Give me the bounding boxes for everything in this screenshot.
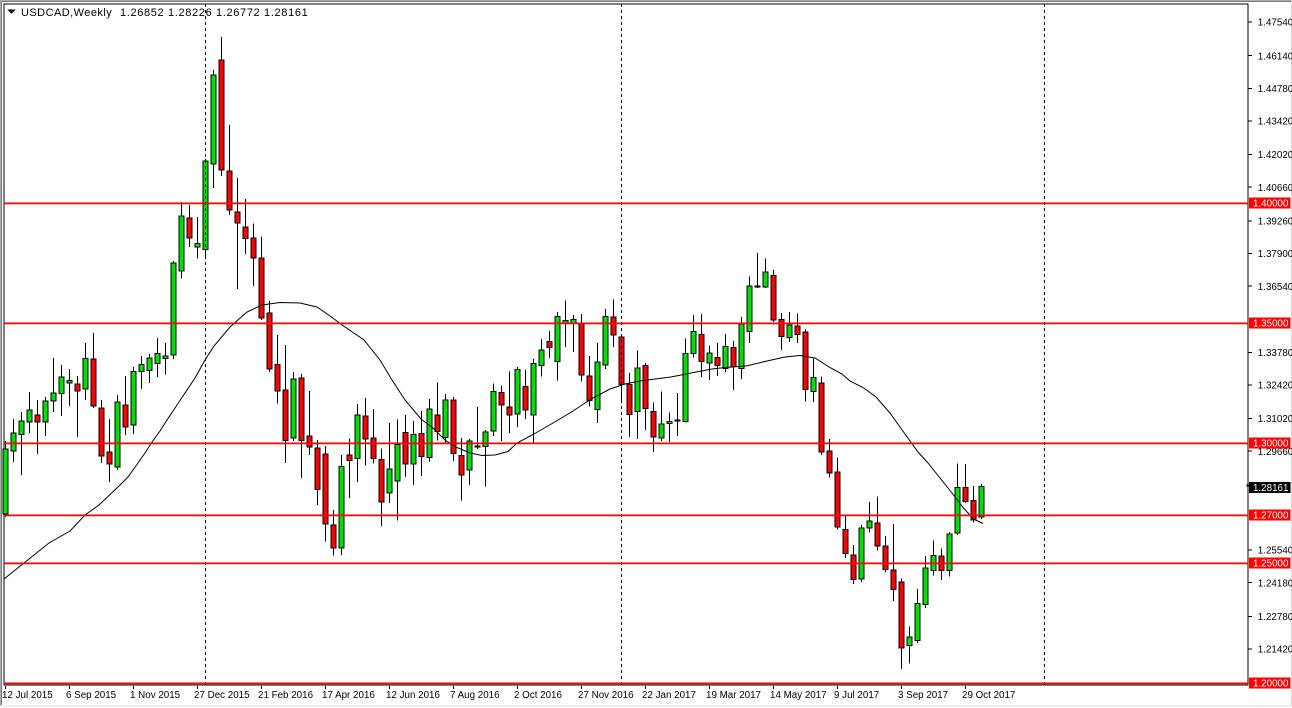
svg-text:27 Nov 2016: 27 Nov 2016 [578, 690, 634, 701]
svg-text:1.36540: 1.36540 [1258, 282, 1292, 293]
svg-text:1.40000: 1.40000 [1253, 199, 1289, 210]
svg-text:1.39260: 1.39260 [1258, 217, 1292, 228]
svg-text:1.21420: 1.21420 [1258, 645, 1292, 656]
svg-text:1.44780: 1.44780 [1258, 84, 1292, 95]
svg-text:1.28161: 1.28161 [1253, 483, 1288, 494]
svg-text:1.42020: 1.42020 [1258, 150, 1292, 161]
svg-text:17 Apr 2016: 17 Apr 2016 [322, 690, 375, 701]
svg-text:1.43420: 1.43420 [1258, 117, 1292, 128]
svg-text:1.33780: 1.33780 [1258, 348, 1292, 359]
svg-text:1.20000: 1.20000 [1253, 679, 1289, 690]
svg-text:USDCAD,Weekly: USDCAD,Weekly [21, 7, 112, 19]
svg-text:14 May 2017: 14 May 2017 [770, 690, 827, 701]
svg-text:1 Nov 2015: 1 Nov 2015 [130, 690, 181, 701]
svg-text:1.25540: 1.25540 [1258, 546, 1292, 557]
svg-text:1.22780: 1.22780 [1258, 612, 1292, 623]
svg-text:1.29660: 1.29660 [1258, 447, 1292, 458]
svg-text:2 Oct 2016: 2 Oct 2016 [514, 690, 562, 701]
svg-text:1.35000: 1.35000 [1253, 319, 1289, 330]
svg-text:1.27000: 1.27000 [1253, 511, 1289, 522]
svg-text:6 Sep 2015: 6 Sep 2015 [66, 690, 117, 701]
svg-text:1.30000: 1.30000 [1253, 439, 1289, 450]
svg-text:1.31020: 1.31020 [1258, 414, 1292, 425]
svg-text:1.47540: 1.47540 [1258, 18, 1292, 29]
svg-text:27 Dec 2015: 27 Dec 2015 [194, 690, 250, 701]
svg-text:1.40660: 1.40660 [1258, 183, 1292, 194]
svg-text:1.24180: 1.24180 [1258, 578, 1292, 589]
svg-text:22 Jan 2017: 22 Jan 2017 [642, 690, 696, 701]
svg-text:1.46140: 1.46140 [1258, 51, 1292, 62]
svg-text:12 Jul 2015: 12 Jul 2015 [2, 690, 53, 701]
svg-text:3 Sep 2017: 3 Sep 2017 [898, 690, 948, 701]
svg-text:9 Jul 2017: 9 Jul 2017 [834, 690, 879, 701]
svg-text:1.32420: 1.32420 [1258, 381, 1292, 392]
svg-text:1.37900: 1.37900 [1258, 249, 1292, 260]
svg-text:19 Mar 2017: 19 Mar 2017 [706, 690, 761, 701]
svg-text:1.25000: 1.25000 [1253, 559, 1289, 570]
svg-text:29 Oct 2017: 29 Oct 2017 [962, 690, 1015, 701]
svg-text:7 Aug 2016: 7 Aug 2016 [450, 690, 500, 701]
svg-text:12 Jun 2016: 12 Jun 2016 [386, 690, 440, 701]
svg-text:1.26852 1.28226 1.26772 1.2816: 1.26852 1.28226 1.26772 1.28161 [120, 7, 308, 19]
svg-text:21 Feb 2016: 21 Feb 2016 [258, 690, 314, 701]
